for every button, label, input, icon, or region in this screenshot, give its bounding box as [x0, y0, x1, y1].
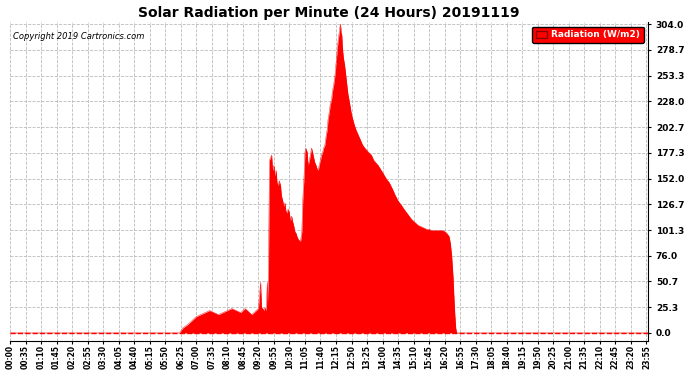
Text: Copyright 2019 Cartronics.com: Copyright 2019 Cartronics.com: [13, 32, 145, 40]
Legend: Radiation (W/m2): Radiation (W/m2): [532, 27, 644, 43]
Title: Solar Radiation per Minute (24 Hours) 20191119: Solar Radiation per Minute (24 Hours) 20…: [139, 6, 520, 20]
